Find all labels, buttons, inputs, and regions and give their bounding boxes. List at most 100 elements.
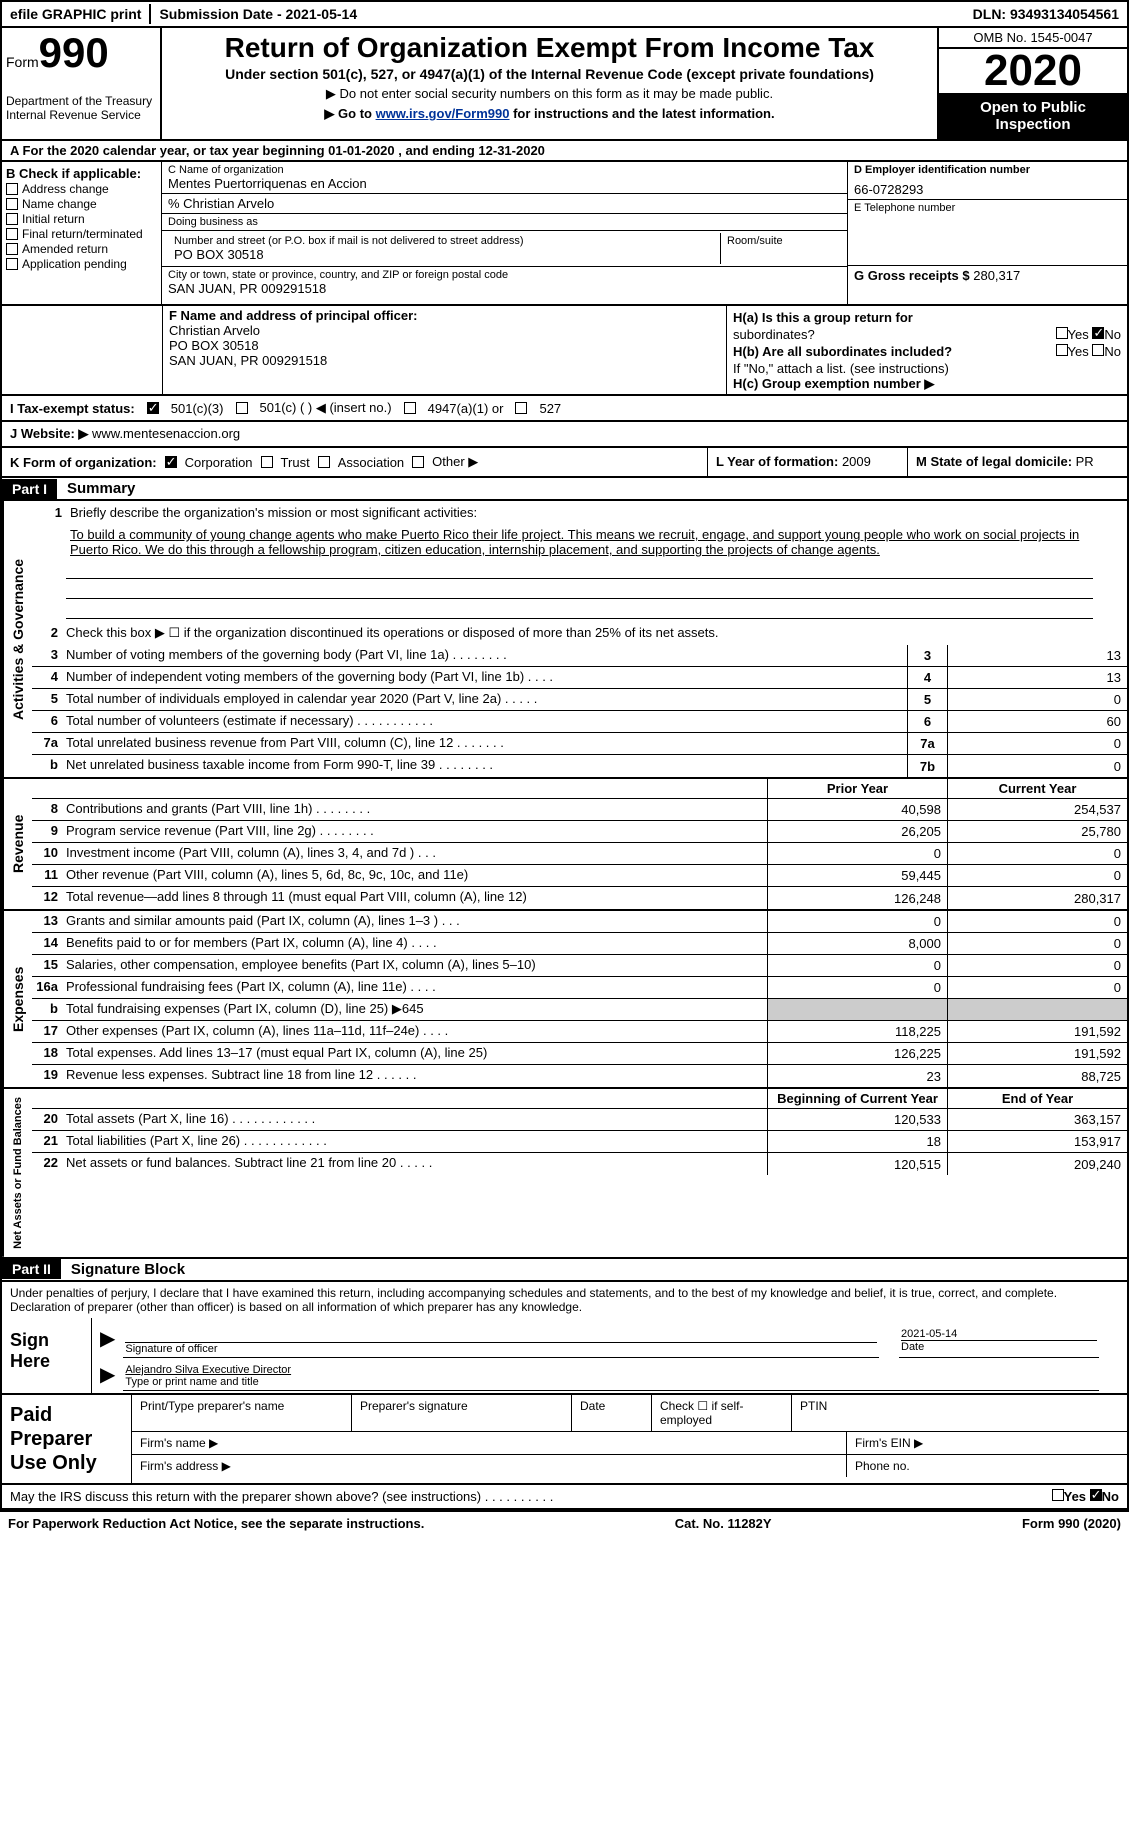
form-word: Form <box>6 54 39 70</box>
val-7b: 0 <box>947 755 1127 777</box>
sig-officer-label: Signature of officer <box>125 1342 877 1355</box>
side-net: Net Assets or Fund Balances <box>2 1089 32 1257</box>
line7b: Net unrelated business taxable income fr… <box>62 755 907 777</box>
gross-label: G Gross receipts $ <box>854 268 973 283</box>
chk-501c3[interactable] <box>147 402 159 414</box>
part1-title: Summary <box>57 478 145 499</box>
prep-name-label: Print/Type preparer's name <box>132 1395 352 1431</box>
chk-discuss-yes[interactable] <box>1052 1489 1064 1501</box>
note-link: ▶ Go to www.irs.gov/Form990 for instruct… <box>166 106 933 122</box>
discuss-text: May the IRS discuss this return with the… <box>10 1489 553 1504</box>
chk-discuss-no[interactable] <box>1090 1489 1102 1501</box>
val-7a: 0 <box>947 733 1127 754</box>
chk-assoc[interactable] <box>318 456 330 468</box>
irs-link[interactable]: www.irs.gov/Form990 <box>376 106 510 121</box>
officer-city: SAN JUAN, PR 009291518 <box>169 353 720 368</box>
type-name-label: Type or print name and title <box>125 1376 1097 1388</box>
officer-addr: PO BOX 30518 <box>169 338 720 353</box>
row-website: J Website: ▶ www.mentesenaccion.org <box>0 422 1129 448</box>
paid-prep-label: Paid Preparer Use Only <box>2 1395 132 1483</box>
ein-label: D Employer identification number <box>854 164 1121 176</box>
hb-label: H(b) Are all subordinates included? <box>733 344 952 359</box>
line7a: Total unrelated business revenue from Pa… <box>62 733 907 754</box>
line5: Total number of individuals employed in … <box>62 689 907 710</box>
current-year-head: Current Year <box>947 779 1127 798</box>
row-tax-status: I Tax-exempt status: 501(c)(3) 501(c) ( … <box>0 396 1129 422</box>
form-subtitle: Under section 501(c), 527, or 4947(a)(1)… <box>166 66 933 82</box>
website-url: www.mentesenaccion.org <box>92 426 240 441</box>
paperwork-notice: For Paperwork Reduction Act Notice, see … <box>8 1516 424 1531</box>
form-footer: Form 990 (2020) <box>1022 1516 1121 1531</box>
prior-year-head: Prior Year <box>767 779 947 798</box>
addr-label: Number and street (or P.O. box if mail i… <box>174 235 714 247</box>
val-3: 13 <box>947 645 1127 666</box>
room-label: Room/suite <box>727 235 835 247</box>
chk-corp[interactable] <box>165 456 177 468</box>
revenue-section: Revenue Prior YearCurrent Year 8Contribu… <box>0 779 1129 911</box>
line6: Total number of volunteers (estimate if … <box>62 711 907 732</box>
line1-label: Briefly describe the organization's miss… <box>66 503 1123 525</box>
chk-final[interactable] <box>6 228 18 240</box>
side-rev: Revenue <box>2 779 32 909</box>
note-ssn: ▶ Do not enter social security numbers o… <box>166 86 933 102</box>
val-4: 13 <box>947 667 1127 688</box>
chk-name[interactable] <box>6 198 18 210</box>
chk-initial[interactable] <box>6 213 18 225</box>
activities-governance: Activities & Governance 1Briefly describ… <box>0 501 1129 779</box>
part1-header-row: Part I Summary <box>0 478 1129 501</box>
submission-date: Submission Date - 2021-05-14 <box>151 4 964 24</box>
prep-date-label: Date <box>572 1395 652 1431</box>
section-b-label: B Check if applicable: <box>6 166 157 181</box>
chk-hb-no[interactable] <box>1092 344 1104 356</box>
officer-label: F Name and address of principal officer: <box>169 308 720 323</box>
chk-4947[interactable] <box>404 402 416 414</box>
line3: Number of voting members of the governin… <box>62 645 907 666</box>
chk-address[interactable] <box>6 183 18 195</box>
chk-527[interactable] <box>515 402 527 414</box>
dba-label: Doing business as <box>162 214 847 231</box>
sign-here-label: Sign Here <box>2 1318 92 1393</box>
mission-text: To build a community of young change age… <box>36 525 1123 559</box>
efile-print-button[interactable]: efile GRAPHIC print <box>2 4 151 24</box>
cat-number: Cat. No. 11282Y <box>675 1516 772 1531</box>
tax-status-label: I Tax-exempt status: <box>10 401 135 416</box>
addr: PO BOX 30518 <box>174 247 714 262</box>
dln-number: DLN: 93493134054561 <box>965 4 1127 24</box>
chk-pending[interactable] <box>6 258 18 270</box>
gross-receipts: 280,317 <box>973 268 1020 283</box>
line4: Number of independent voting members of … <box>62 667 907 688</box>
officer-name: Christian Arvelo <box>169 323 720 338</box>
ha-label: H(a) Is this a group return for <box>733 310 913 325</box>
chk-ha-no[interactable] <box>1092 327 1104 339</box>
net-assets-section: Net Assets or Fund Balances Beginning of… <box>0 1089 1129 1259</box>
part2-badge: Part II <box>2 1259 61 1279</box>
row-klm: K Form of organization: Corporation Trus… <box>0 448 1129 478</box>
phone-label: Phone no. <box>847 1455 1127 1477</box>
chk-other[interactable] <box>412 456 424 468</box>
org-name-label: C Name of organization <box>168 164 841 176</box>
discuss-row: May the IRS discuss this return with the… <box>0 1485 1129 1510</box>
form-header: Form990 Department of the Treasury Inter… <box>0 28 1129 141</box>
begin-year-head: Beginning of Current Year <box>767 1089 947 1108</box>
section-bcde: B Check if applicable: Address change Na… <box>0 162 1129 306</box>
ptin-label: PTIN <box>792 1395 1127 1431</box>
form-title: Return of Organization Exempt From Incom… <box>166 32 933 64</box>
sign-here-section: Sign Here ▶ Signature of officer 2021-05… <box>0 1318 1129 1395</box>
paid-preparer-section: Paid Preparer Use Only Print/Type prepar… <box>0 1395 1129 1485</box>
prep-sig-label: Preparer's signature <box>352 1395 572 1431</box>
chk-hb-yes[interactable] <box>1056 344 1068 356</box>
val-6: 60 <box>947 711 1127 732</box>
inspection-label: Open to Public Inspection <box>939 93 1127 139</box>
declaration-text: Under penalties of perjury, I declare th… <box>0 1282 1129 1318</box>
sig-arrow-icon-2: ▶ <box>100 1362 115 1391</box>
firm-ein-label: Firm's EIN ▶ <box>847 1432 1127 1454</box>
chk-ha-yes[interactable] <box>1056 327 1068 339</box>
chk-501c[interactable] <box>236 402 248 414</box>
tax-year: 2020 <box>939 49 1127 93</box>
end-year-head: End of Year <box>947 1089 1127 1108</box>
side-ag: Activities & Governance <box>2 501 32 777</box>
side-exp: Expenses <box>2 911 32 1087</box>
chk-trust[interactable] <box>261 456 273 468</box>
year-formation-label: L Year of formation: <box>716 454 842 469</box>
chk-amended[interactable] <box>6 243 18 255</box>
